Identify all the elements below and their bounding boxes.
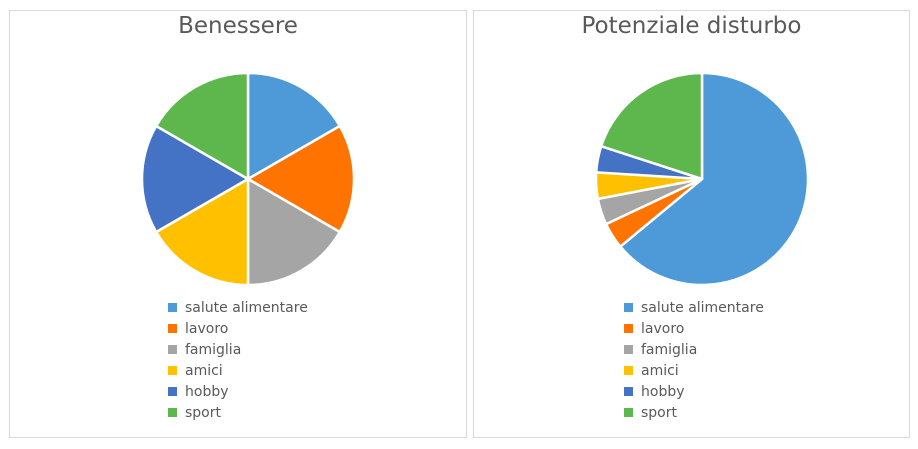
pie-slice-sport xyxy=(599,71,704,181)
legend-swatch xyxy=(624,303,633,312)
legend-swatch xyxy=(624,408,633,417)
legend-label: sport xyxy=(641,404,677,421)
pie-slice-amici xyxy=(154,177,250,287)
legend-label: salute alimentare xyxy=(185,299,308,316)
legend-swatch xyxy=(168,303,177,312)
legend-label: famiglia xyxy=(185,341,242,358)
legend-label: lavoro xyxy=(185,320,229,337)
chart-panel-potenziale-disturbo: Potenziale disturbo salute alimentare lav… xyxy=(473,10,910,438)
pie-chart xyxy=(594,71,810,287)
legend-item: sport xyxy=(168,402,308,423)
legend-swatch xyxy=(168,366,177,375)
legend-item: lavoro xyxy=(624,318,764,339)
legend-swatch xyxy=(168,324,177,333)
legend-swatch xyxy=(168,408,177,417)
legend-swatch xyxy=(624,366,633,375)
legend-item: hobby xyxy=(168,381,308,402)
chart-panel-benessere: Benessere salute alimentare lavoro famigli… xyxy=(9,10,467,438)
pie-slice-famiglia xyxy=(246,177,342,287)
chart-title: Benessere xyxy=(178,13,298,39)
legend-label: salute alimentare xyxy=(641,299,764,316)
legend-item: amici xyxy=(624,360,764,381)
chart-title: Potenziale disturbo xyxy=(581,13,802,39)
pie-slice-sport xyxy=(154,71,250,181)
legend: salute alimentare lavoro famiglia amici hobb… xyxy=(168,297,308,423)
legend-item: sport xyxy=(624,402,764,423)
pie-slice-hobby xyxy=(140,124,250,234)
legend-label: lavoro xyxy=(641,320,685,337)
pie-slice-lavoro xyxy=(246,124,356,234)
legend: salute alimentare lavoro famiglia amici hobb… xyxy=(624,297,764,423)
pie-chart xyxy=(140,71,356,287)
legend-swatch xyxy=(168,345,177,354)
legend-item: hobby xyxy=(624,381,764,402)
legend-label: hobby xyxy=(641,383,685,400)
legend-swatch xyxy=(168,387,177,396)
legend-swatch xyxy=(624,387,633,396)
legend-item: salute alimentare xyxy=(624,297,764,318)
legend-swatch xyxy=(624,324,633,333)
legend-label: amici xyxy=(641,362,679,379)
legend-label: famiglia xyxy=(641,341,698,358)
legend-item: famiglia xyxy=(168,339,308,360)
legend-label: hobby xyxy=(185,383,229,400)
pie-slice-salute-alimentare xyxy=(619,71,810,287)
legend-item: lavoro xyxy=(168,318,308,339)
legend-item: amici xyxy=(168,360,308,381)
legend-label: sport xyxy=(185,404,221,421)
pie-slice-salute-alimentare xyxy=(246,71,342,181)
legend-item: salute alimentare xyxy=(168,297,308,318)
legend-item: famiglia xyxy=(624,339,764,360)
legend-label: amici xyxy=(185,362,223,379)
legend-swatch xyxy=(624,345,633,354)
